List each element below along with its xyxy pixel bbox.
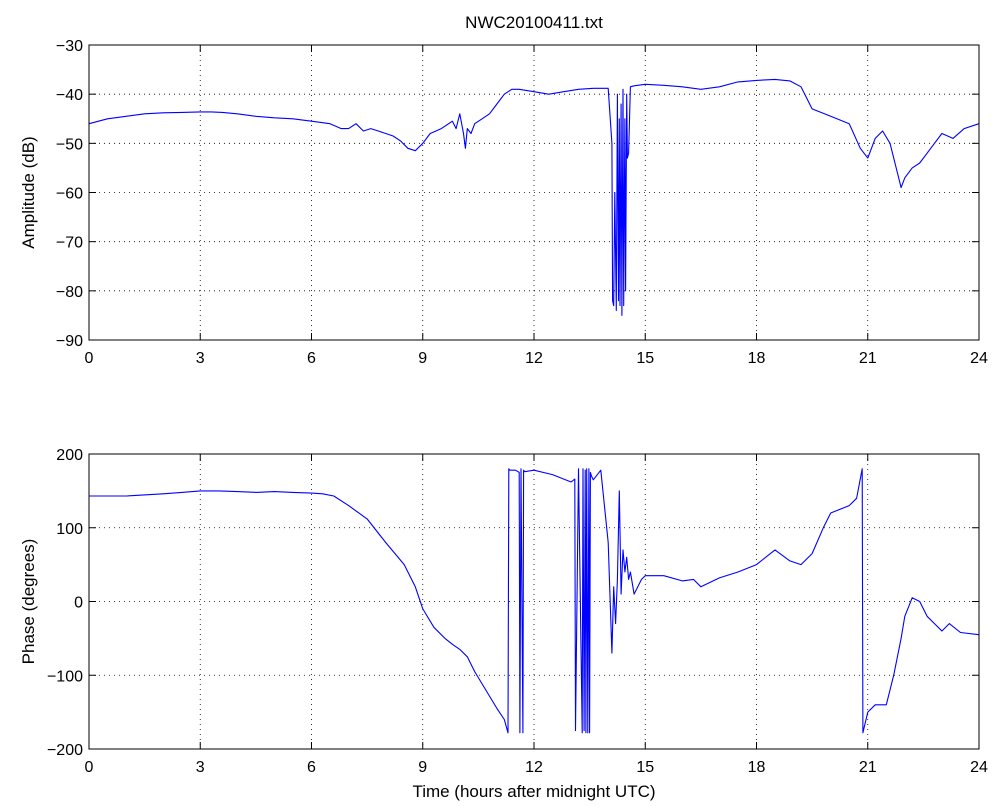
amplitude-x-tick-label: 3 bbox=[196, 350, 205, 367]
amplitude-y-tick-label: −80 bbox=[56, 284, 83, 301]
amplitude-x-tick-label: 24 bbox=[970, 350, 988, 367]
phase-y-tick-label: 200 bbox=[56, 447, 83, 464]
amplitude-y-tick-label: −40 bbox=[56, 87, 83, 104]
amplitude-x-tick-label: 12 bbox=[525, 350, 543, 367]
phase-plot: 0 3 6 9 12 15 18 21 24 −200 −100 0 100 200 Phase (degr… bbox=[19, 447, 988, 801]
amplitude-x-tick-label: 18 bbox=[748, 350, 766, 367]
phase-y-tick-label: 100 bbox=[56, 521, 83, 538]
amplitude-x-tick-label: 0 bbox=[85, 350, 94, 367]
figure-title: NWC20100411.txt bbox=[465, 13, 603, 32]
phase-y-tick-label: −100 bbox=[47, 668, 83, 685]
phase-y-tick-label: −200 bbox=[47, 742, 83, 759]
amplitude-x-tick-label: 6 bbox=[307, 350, 316, 367]
amplitude-y-tick-label: −60 bbox=[56, 186, 83, 203]
amplitude-x-tick-label: 15 bbox=[636, 350, 654, 367]
phase-x-tick-label: 6 bbox=[307, 759, 316, 776]
amplitude-series-line bbox=[88, 78, 980, 316]
phase-x-tick-label: 9 bbox=[418, 759, 427, 776]
phase-series-line bbox=[89, 468, 980, 734]
phase-y-axis-label: Phase (degrees) bbox=[19, 539, 38, 665]
phase-x-tick-label: 18 bbox=[748, 759, 766, 776]
amplitude-y-tick-label: −70 bbox=[56, 235, 83, 252]
amplitude-y-axis-label: Amplitude (dB) bbox=[19, 136, 38, 248]
phase-x-tick-label: 15 bbox=[636, 759, 654, 776]
phase-x-tick-label: 12 bbox=[525, 759, 543, 776]
phase-x-tick-label: 0 bbox=[85, 759, 94, 776]
amplitude-plot: 0 3 6 9 12 15 18 21 24 −90 −80 −70 −60 −50 −40 −30 Ampli… bbox=[19, 38, 988, 367]
phase-x-tick-label: 3 bbox=[196, 759, 205, 776]
amplitude-y-tick-label: −30 bbox=[56, 38, 83, 55]
amplitude-y-tick-label: −50 bbox=[56, 136, 83, 153]
phase-x-axis-label: Time (hours after midnight UTC) bbox=[412, 782, 655, 801]
phase-x-tick-label: 21 bbox=[859, 759, 877, 776]
amplitude-x-tick-label: 9 bbox=[418, 350, 427, 367]
phase-y-tick-label: 0 bbox=[74, 595, 83, 612]
amplitude-y-tick-label: −90 bbox=[56, 333, 83, 350]
amplitude-x-tick-label: 21 bbox=[859, 350, 877, 367]
phase-x-tick-label: 24 bbox=[970, 759, 988, 776]
